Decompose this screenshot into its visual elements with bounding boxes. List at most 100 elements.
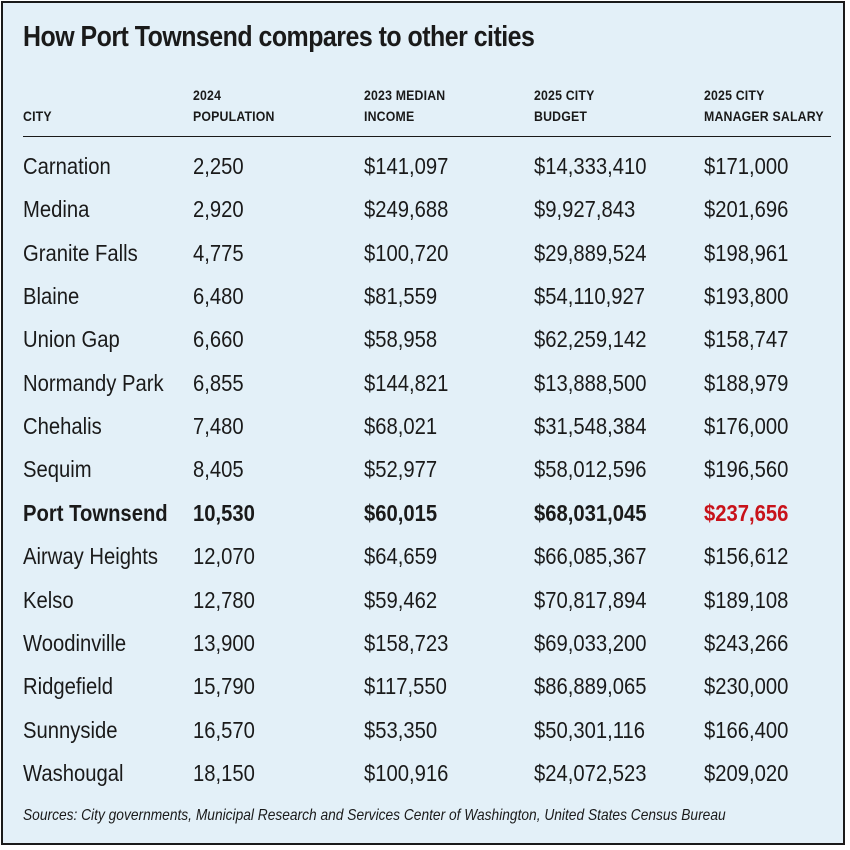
header-population-line1: 2024 bbox=[193, 87, 222, 103]
cell-income: $58,958 bbox=[364, 326, 438, 353]
cell-city: Ridgefield bbox=[23, 673, 114, 700]
cell-salary: $237,656 bbox=[704, 499, 789, 526]
cell-budget: $66,085,367 bbox=[534, 543, 647, 570]
table-row: Airway Heights 12,070 $64,659 $66,085,367 $1… bbox=[3, 535, 847, 578]
cell-population: 10,530 bbox=[193, 499, 255, 526]
cell-city: Port Townsend bbox=[23, 499, 168, 526]
table-row: Sequim 8,405 $52,977 $58,012,596 $196,560 bbox=[3, 448, 847, 491]
cell-salary: $156,612 bbox=[704, 543, 789, 570]
cell-population: 8,405 bbox=[193, 456, 244, 483]
cell-salary: $196,560 bbox=[704, 456, 789, 483]
cell-income: $249,688 bbox=[364, 196, 449, 223]
table-row: Blaine 6,480 $81,559 $54,110,927 $193,800 bbox=[3, 275, 847, 318]
cell-population: 16,570 bbox=[193, 716, 255, 743]
cell-salary: $193,800 bbox=[704, 283, 789, 310]
cell-city: Kelso bbox=[23, 586, 74, 613]
cell-budget: $86,889,065 bbox=[534, 673, 647, 700]
header-income-line2: INCOME bbox=[364, 108, 415, 124]
header-divider bbox=[23, 136, 831, 137]
cell-income: $117,550 bbox=[364, 673, 447, 700]
table-row: Ridgefield 15,790 $117,550 $86,889,065 $230,… bbox=[3, 665, 847, 708]
header-income: 2023 MEDIAN INCOME bbox=[364, 85, 445, 127]
cell-budget: $29,889,524 bbox=[534, 239, 647, 266]
table-row: Union Gap 6,660 $58,958 $62,259,142 $158,747 bbox=[3, 318, 847, 361]
cell-city: Washougal bbox=[23, 759, 124, 786]
cell-population: 2,920 bbox=[193, 196, 244, 223]
cell-city: Normandy Park bbox=[23, 369, 164, 396]
table-row: Chehalis 7,480 $68,021 $31,548,384 $176,000 bbox=[3, 405, 847, 448]
cell-income: $81,559 bbox=[364, 283, 438, 310]
cell-population: 6,480 bbox=[193, 283, 244, 310]
cell-city: Woodinville bbox=[23, 629, 127, 656]
cell-city: Airway Heights bbox=[23, 543, 158, 570]
cell-budget: $68,031,045 bbox=[534, 499, 647, 526]
cell-salary: $158,747 bbox=[704, 326, 789, 353]
cell-budget: $50,301,116 bbox=[534, 716, 646, 743]
cell-salary: $171,000 bbox=[704, 153, 789, 179]
cell-population: 4,775 bbox=[193, 239, 244, 266]
cell-city: Carnation bbox=[23, 153, 111, 179]
cell-budget: $62,259,142 bbox=[534, 326, 647, 353]
cell-budget: $14,333,410 bbox=[534, 153, 647, 179]
cell-salary: $201,696 bbox=[704, 196, 789, 223]
cell-income: $64,659 bbox=[364, 543, 438, 570]
header-salary-line1: 2025 CITY bbox=[704, 87, 765, 103]
cell-city: Blaine bbox=[23, 283, 80, 310]
cell-salary: $176,000 bbox=[704, 413, 789, 440]
table-row: Woodinville 13,900 $158,723 $69,033,200 $243… bbox=[3, 622, 847, 665]
cell-population: 6,855 bbox=[193, 369, 244, 396]
header-city: CITY bbox=[23, 85, 52, 127]
header-salary: 2025 CITY MANAGER SALARY bbox=[704, 85, 824, 127]
header-population: 2024 POPULATION bbox=[193, 85, 275, 127]
cell-city: Sunnyside bbox=[23, 716, 118, 743]
cell-salary: $166,400 bbox=[704, 716, 789, 743]
cell-city: Granite Falls bbox=[23, 239, 138, 266]
cell-city: Medina bbox=[23, 196, 90, 223]
cell-budget: $9,927,843 bbox=[534, 196, 636, 223]
header-salary-line2: MANAGER SALARY bbox=[704, 108, 824, 124]
cell-budget: $58,012,596 bbox=[534, 456, 647, 483]
cell-salary: $189,108 bbox=[704, 586, 789, 613]
cell-income: $52,977 bbox=[364, 456, 438, 483]
cell-population: 18,150 bbox=[193, 759, 255, 786]
cell-population: 13,900 bbox=[193, 629, 255, 656]
cell-salary: $209,020 bbox=[704, 759, 789, 786]
cell-budget: $13,888,500 bbox=[534, 369, 647, 396]
cell-salary: $188,979 bbox=[704, 369, 789, 396]
cell-population: 15,790 bbox=[193, 673, 255, 700]
cell-salary: $243,266 bbox=[704, 629, 789, 656]
cell-salary: $198,961 bbox=[704, 239, 789, 266]
cell-income: $68,021 bbox=[364, 413, 438, 440]
cell-income: $144,821 bbox=[364, 369, 449, 396]
cell-budget: $54,110,927 bbox=[534, 283, 646, 310]
header-budget-line1: 2025 CITY bbox=[534, 87, 595, 103]
cell-income: $100,720 bbox=[364, 239, 449, 266]
table-title: How Port Townsend compares to other citi… bbox=[23, 21, 535, 53]
cell-income: $60,015 bbox=[364, 499, 438, 526]
cell-income: $141,097 bbox=[364, 153, 449, 179]
cell-salary: $230,000 bbox=[704, 673, 789, 700]
cell-income: $100,916 bbox=[364, 759, 449, 786]
table-row: Granite Falls 4,775 $100,720 $29,889,524 $19… bbox=[3, 232, 847, 275]
cell-budget: $69,033,200 bbox=[534, 629, 647, 656]
cell-budget: $31,548,384 bbox=[534, 413, 647, 440]
cell-city: Chehalis bbox=[23, 413, 102, 440]
cell-city: Sequim bbox=[23, 456, 92, 483]
cell-income: $158,723 bbox=[364, 629, 449, 656]
header-income-line1: 2023 MEDIAN bbox=[364, 87, 446, 103]
header-population-line2: POPULATION bbox=[193, 108, 275, 124]
cell-population: 12,780 bbox=[193, 586, 255, 613]
table-row: Carnation 2,250 $141,097 $14,333,410 $171,00… bbox=[3, 145, 847, 188]
table-row: Washougal 18,150 $100,916 $24,072,523 $209,0… bbox=[3, 752, 847, 795]
cell-population: 6,660 bbox=[193, 326, 244, 353]
cell-population: 12,070 bbox=[193, 543, 255, 570]
table-row: Kelso 12,780 $59,462 $70,817,894 $189,108 bbox=[3, 579, 847, 622]
table-row: Normandy Park 6,855 $144,821 $13,888,500 $18… bbox=[3, 362, 847, 405]
cell-population: 2,250 bbox=[193, 153, 244, 179]
table-row: Sunnyside 16,570 $53,350 $50,301,116 $166,40… bbox=[3, 709, 847, 752]
header-city-label: CITY bbox=[23, 108, 52, 124]
cell-income: $59,462 bbox=[364, 586, 438, 613]
cell-budget: $24,072,523 bbox=[534, 759, 647, 786]
cell-city: Union Gap bbox=[23, 326, 120, 353]
